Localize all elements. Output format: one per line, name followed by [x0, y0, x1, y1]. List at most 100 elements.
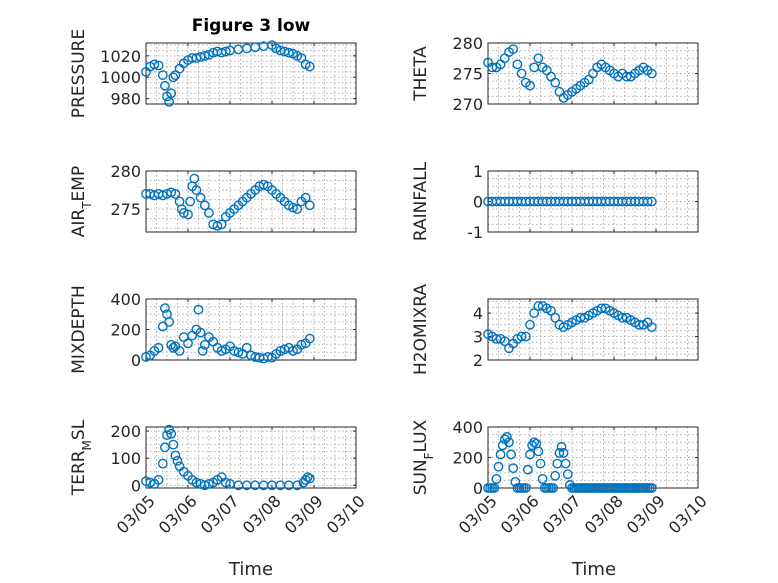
data-point — [183, 338, 193, 349]
data-point — [552, 458, 563, 469]
data-point — [216, 345, 227, 356]
x-tick-label: 03/08 — [239, 491, 285, 537]
y-tick-label: 980 — [110, 90, 141, 109]
data-point — [174, 345, 185, 356]
x-tick-label: 03/06 — [497, 491, 543, 537]
data-point — [216, 219, 227, 230]
y-tick-label: 2 — [473, 351, 483, 370]
axes-box — [145, 426, 357, 489]
data-point — [554, 86, 565, 97]
data-point — [506, 449, 516, 460]
data-point — [162, 430, 172, 441]
data-point — [550, 312, 561, 323]
data-point — [304, 333, 315, 344]
data-point — [159, 80, 170, 91]
data-point — [195, 192, 206, 203]
data-point — [304, 473, 315, 484]
data-point — [562, 469, 573, 480]
subplot-1: 980 1000 1020 PRESSURE — [69, 29, 357, 118]
data-point — [529, 308, 540, 318]
data-point — [166, 88, 177, 99]
data-point — [153, 342, 164, 353]
data-point — [646, 196, 657, 207]
data-point — [523, 464, 533, 475]
y-axis-label: RAINFALL — [411, 161, 431, 241]
x-tick-label: 03/05 — [455, 491, 501, 537]
data-point — [556, 441, 567, 452]
data-point — [296, 339, 307, 350]
y-tick-label: 0 — [131, 351, 141, 370]
y-tick-label: 400 — [452, 418, 483, 437]
data-point — [193, 304, 204, 315]
data-point — [191, 185, 202, 195]
data-point — [204, 479, 214, 489]
data-point — [525, 449, 535, 460]
data-point — [304, 200, 315, 211]
data-point — [241, 342, 252, 353]
data-point — [185, 196, 196, 207]
y-axis-label: H2OMIXRA — [411, 284, 431, 375]
data-point — [166, 428, 177, 439]
data-point — [178, 208, 189, 218]
x-tick-label: 03/09 — [623, 491, 669, 537]
data-point — [220, 477, 231, 488]
x-tick-label: 03/08 — [581, 491, 627, 537]
data-point — [275, 345, 286, 356]
y-tick-label: 0 — [473, 193, 483, 212]
y-tick-label: 280 — [110, 162, 141, 181]
data-point — [304, 61, 315, 72]
data-point — [204, 208, 214, 218]
y-axis-label: MIXDEPTH — [69, 285, 89, 374]
data-point — [292, 480, 303, 491]
data-point — [183, 209, 193, 220]
data-point — [258, 179, 269, 190]
y-axis-label: THETA — [411, 46, 431, 102]
y-tick-label: 280 — [452, 34, 483, 53]
data-point — [493, 461, 504, 472]
data-point — [220, 46, 231, 57]
data-point — [168, 72, 179, 83]
data-point — [525, 319, 535, 330]
data-point — [212, 220, 223, 231]
y-tick-label: 400 — [110, 290, 141, 309]
data-point — [191, 477, 202, 488]
y-tick-label: 100 — [110, 449, 141, 468]
data-point — [512, 59, 523, 70]
data-point — [516, 331, 527, 342]
data-point — [529, 437, 540, 448]
x-tick-label: 03/07 — [539, 491, 585, 537]
y-tick-label: 3 — [473, 328, 483, 347]
data-point — [302, 472, 313, 483]
data-point — [529, 62, 540, 73]
data-point — [525, 80, 535, 91]
data-point — [646, 322, 657, 333]
data-point — [533, 53, 544, 64]
data-point — [233, 347, 244, 358]
x-tick-label: 03/06 — [155, 491, 201, 537]
data-point — [164, 96, 175, 107]
subplot-3: 275 280 AIRTEMP — [69, 162, 357, 237]
data-point — [548, 483, 558, 493]
x-axis-label-left: Time — [228, 559, 273, 580]
data-point — [153, 60, 164, 71]
data-point — [300, 192, 311, 203]
data-point — [189, 173, 200, 184]
data-point — [533, 446, 544, 457]
data-point — [197, 345, 208, 356]
data-point — [292, 204, 303, 215]
y-tick-label: 200 — [110, 321, 141, 340]
data-point — [554, 448, 565, 458]
data-point — [646, 483, 657, 493]
data-point — [141, 352, 151, 362]
x-tick-label: 03/05 — [113, 491, 159, 537]
data-point — [195, 327, 206, 338]
y-tick-label: 4 — [473, 304, 483, 323]
data-point — [164, 316, 175, 327]
y-tick-label: 0 — [131, 476, 141, 495]
y-tick-label: 270 — [452, 95, 483, 114]
y-tick-label: 0 — [473, 479, 483, 498]
x-tick-label: 03/09 — [281, 491, 327, 537]
y-tick-label: 1020 — [100, 47, 141, 66]
